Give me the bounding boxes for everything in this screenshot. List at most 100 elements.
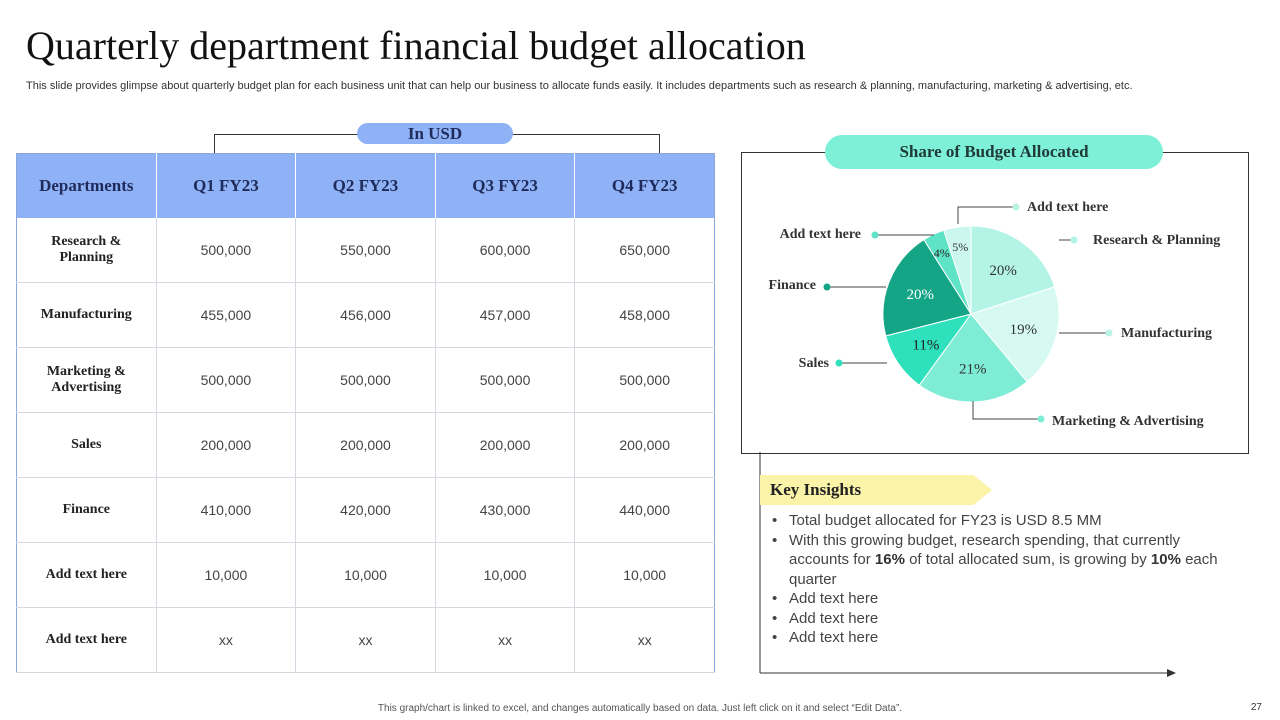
budget-value-cell: 200,000 (574, 412, 715, 478)
budget-value-cell: xx (295, 607, 436, 673)
budget-value-cell: 500,000 (156, 347, 297, 413)
budget-value-cell: xx (156, 607, 297, 673)
department-cell: Finance (16, 477, 157, 543)
table-row: Add text here 10,000 10,000 10,000 10,000 (16, 542, 715, 608)
pie-slice-label: Manufacturing (1121, 326, 1212, 341)
pie-slice-percent: 20% (989, 263, 1017, 279)
pie-slice-percent: 19% (1010, 322, 1037, 338)
budget-value-cell: 10,000 (156, 542, 297, 608)
pie-slice-label: Sales (799, 356, 830, 371)
insight-text: Total budget allocated for FY23 is USD 8… (789, 512, 1102, 529)
pie-slice-label: Research & Planning (1093, 233, 1220, 248)
pie-slice-percent: 20% (907, 287, 935, 303)
pie-legend-dot (1070, 236, 1078, 244)
insight-text: Add text here (789, 590, 879, 607)
pie-slice (970, 286, 1060, 383)
budget-table: Departments Q1 FY23 Q2 FY23 Q3 FY23 Q4 FY23 … (16, 153, 715, 673)
table-row: Add text here xx xx xx xx (16, 607, 715, 673)
pie-legend-dot (823, 283, 831, 291)
budget-value-cell: 440,000 (574, 477, 715, 543)
pie-slice (970, 225, 1056, 315)
pie-slice-label: Finance (769, 278, 816, 293)
pie-legend-dot (871, 231, 879, 239)
budget-value-cell: 10,000 (435, 542, 576, 608)
pie-slice (882, 239, 972, 337)
table-row: Manufacturing 455,000 456,000 457,000 458,00… (16, 282, 715, 348)
insight-highlight: 10% (1150, 551, 1181, 568)
column-header-departments: Departments (16, 153, 157, 218)
budget-value-cell: 458,000 (574, 282, 715, 348)
page-title: Quarterly department financial budget al… (26, 23, 806, 68)
table-row: Sales 200,000 200,000 200,000 200,000 (16, 412, 715, 478)
pie-slice-percent: 11% (912, 338, 939, 354)
budget-value-cell: 500,000 (295, 347, 436, 413)
footer-note: This graph/chart is linked to excel, and… (377, 703, 903, 714)
department-cell: Add text here (16, 607, 157, 673)
page-number: 27 (1250, 702, 1262, 713)
pie-legend-dot (835, 359, 843, 367)
pie-slice (918, 313, 1028, 403)
table-header-row: Departments Q1 FY23 Q2 FY23 Q3 FY23 Q4 FY23 (16, 153, 715, 218)
budget-value-cell: xx (435, 607, 576, 673)
budget-value-cell: 430,000 (435, 477, 576, 543)
budget-value-cell: 200,000 (295, 412, 436, 478)
department-cell: Research & Planning (16, 218, 157, 283)
pie-slice-label: Add text here (780, 227, 861, 242)
department-cell: Manufacturing (16, 282, 157, 348)
department-cell: Sales (16, 412, 157, 478)
budget-value-cell: 200,000 (435, 412, 576, 478)
column-header-q3: Q3 FY23 (435, 153, 576, 218)
table-row: Marketing & Advertising 500,000 500,000 500… (16, 347, 715, 413)
budget-value-cell: 500,000 (435, 347, 576, 413)
budget-value-cell: xx (574, 607, 715, 673)
pie-slice-label: Marketing & Advertising (1052, 414, 1204, 429)
insight-bullet: Add text here (770, 628, 1225, 648)
budget-value-cell: 420,000 (295, 477, 436, 543)
pie-legend-dot (1105, 329, 1113, 337)
budget-value-cell: 600,000 (435, 218, 576, 283)
insight-bullet: Add text here (770, 609, 1225, 629)
insights-list: Total budget allocated for FY23 is USD 8… (770, 511, 1225, 648)
unit-label: In USD (357, 123, 513, 144)
department-cell: Add text here (16, 542, 157, 608)
budget-value-cell: 10,000 (574, 542, 715, 608)
insight-highlight: 16% (874, 551, 905, 568)
pie-legend-dot (1012, 203, 1020, 211)
pie-slice (943, 225, 972, 315)
column-header-q2: Q2 FY23 (295, 153, 436, 218)
page-subtitle: This slide provides glimpse about quarte… (26, 80, 1133, 92)
budget-value-cell: 410,000 (156, 477, 297, 543)
table-row: Research & Planning 500,000 550,000 600,000… (16, 218, 715, 283)
column-header-q4: Q4 FY23 (574, 153, 715, 218)
column-header-q1: Q1 FY23 (156, 153, 297, 218)
budget-value-cell: 10,000 (295, 542, 436, 608)
budget-value-cell: 456,000 (295, 282, 436, 348)
budget-value-cell: 455,000 (156, 282, 297, 348)
insight-text: With this growing budget, research spend… (789, 531, 1181, 569)
insight-text: Add text here (789, 609, 879, 627)
insight-bullet: Add text here (770, 589, 1225, 609)
pie-slice-percent: 4% (934, 246, 950, 260)
pie-slice-percent: 21% (959, 362, 987, 378)
budget-value-cell: 650,000 (574, 218, 715, 283)
insight-text: of total allocated sum, is growing by (904, 551, 1151, 568)
budget-value-cell: 500,000 (156, 218, 297, 283)
pie-chart: 20% 19% 21% 11% 20% 4% 5% Research & Planning Ma… (769, 200, 1221, 429)
budget-value-cell: 200,000 (156, 412, 297, 478)
budget-value-cell: 500,000 (574, 347, 715, 413)
insight-bullet: With this growing budget, research spend… (770, 531, 1225, 590)
insight-text: each quarter (789, 551, 1218, 588)
insight-text: Add text here (789, 629, 879, 646)
insight-bullet: Total budget allocated for FY23 is USD 8… (770, 511, 1225, 531)
pie-leader-line (957, 206, 1016, 224)
key-insights-title: Key Insights (760, 475, 992, 505)
pie-chart-title: Share of Budget Allocated (825, 135, 1163, 169)
pie-slice-label: Add text here (1027, 200, 1108, 215)
pie-legend-dot (1037, 415, 1045, 423)
table-body: Research & Planning 500,000 550,000 600,000… (16, 218, 715, 673)
budget-value-cell: 457,000 (435, 282, 576, 348)
pie-slice-percent: 5% (952, 240, 968, 254)
table-row: Finance 410,000 420,000 430,000 440,000 (16, 477, 715, 543)
department-cell: Marketing & Advertising (16, 347, 157, 413)
pie-leader-line (972, 401, 1041, 420)
